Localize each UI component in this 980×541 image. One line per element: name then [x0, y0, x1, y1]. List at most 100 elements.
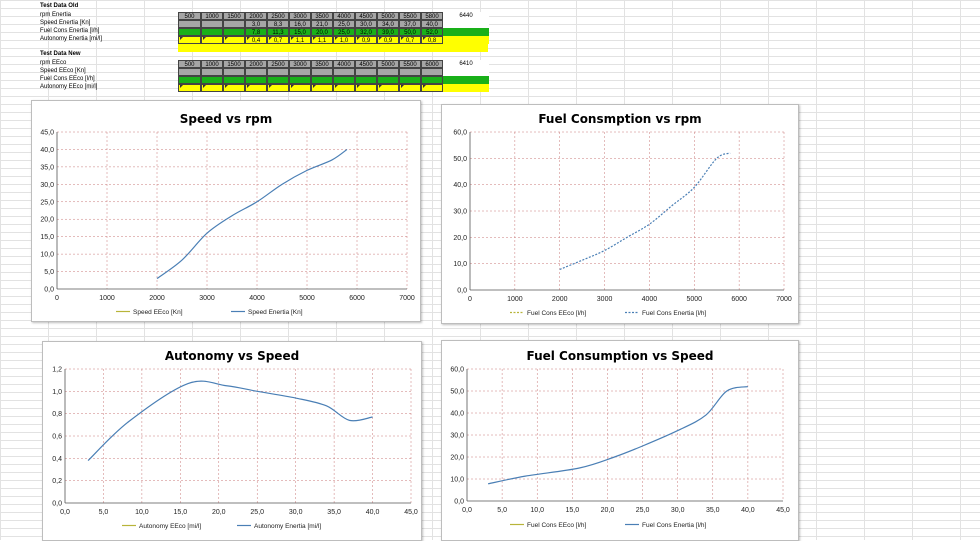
table-cell[interactable]: 4500 [355, 60, 377, 68]
table-cell[interactable] [201, 76, 223, 84]
table-cell[interactable]: 5800 [421, 12, 443, 20]
x-tick-label: 2000 [552, 296, 568, 303]
table-cell[interactable] [178, 68, 201, 76]
table-cell[interactable] [333, 76, 355, 84]
table-cell[interactable]: 4500 [355, 12, 377, 20]
table-cell[interactable] [333, 68, 355, 76]
table-cell[interactable] [223, 76, 245, 84]
table-cell[interactable]: 7,8 [245, 28, 267, 36]
table-cell[interactable]: 11,3 [267, 28, 289, 36]
table-cell[interactable]: 8,3 [267, 20, 289, 28]
y-tick-label: 0,8 [52, 411, 62, 418]
table-cell[interactable]: 3000 [289, 12, 311, 20]
chart-title: Autonomy vs Speed [165, 349, 299, 363]
table-cell[interactable]: 5000 [377, 12, 399, 20]
table-cell[interactable]: 25,0 [333, 28, 355, 36]
table-cell[interactable]: 6000 [421, 60, 443, 68]
table-cell[interactable] [178, 28, 201, 36]
table-cell[interactable]: 2000 [245, 60, 267, 68]
y-tick-label: 10,0 [450, 477, 464, 484]
cell-flag-icon [421, 36, 443, 44]
table-cell[interactable] [399, 76, 421, 84]
table-cell[interactable] [443, 76, 489, 84]
table-cell[interactable]: 2500 [267, 60, 289, 68]
table-cell[interactable]: 21,0 [311, 20, 333, 28]
table-cell[interactable] [223, 20, 245, 28]
table-cell[interactable]: 3000 [289, 60, 311, 68]
table-cell[interactable]: 37,0 [399, 20, 421, 28]
table-cell[interactable]: 16,0 [289, 20, 311, 28]
table-cell[interactable]: 3,0 [245, 20, 267, 28]
table-cell[interactable] [267, 68, 289, 76]
table-cell[interactable]: 2500 [267, 12, 289, 20]
table-cell[interactable]: 6410 [443, 60, 489, 68]
table-cell[interactable] [421, 68, 443, 76]
table-cell[interactable] [443, 36, 489, 44]
table-cell[interactable]: 25,0 [333, 20, 355, 28]
table-cell[interactable] [223, 68, 245, 76]
table-cell[interactable]: 3500 [311, 60, 333, 68]
x-tick-label: 5000 [299, 295, 315, 302]
table-cell[interactable] [289, 68, 311, 76]
table-cell[interactable]: 5500 [399, 60, 421, 68]
table-cell[interactable]: 5000 [377, 60, 399, 68]
table-cell[interactable] [245, 76, 267, 84]
table-cell[interactable]: 3500 [311, 12, 333, 20]
table-cell[interactable] [377, 76, 399, 84]
cell-flag-icon [377, 36, 399, 44]
table-cell[interactable]: 52,0 [421, 28, 443, 36]
table-cell[interactable] [245, 68, 267, 76]
y-tick-label: 45,0 [40, 130, 54, 137]
table-cell[interactable] [311, 76, 333, 84]
y-tick-label: 40,0 [453, 182, 467, 189]
table-cell[interactable]: 4000 [333, 60, 355, 68]
table-cell[interactable] [289, 76, 311, 84]
table-cell[interactable]: 1500 [223, 12, 245, 20]
table-cell[interactable] [267, 76, 289, 84]
legend-entry: Fuel Cons Enertia [l/h] [642, 310, 707, 317]
cell-flag-icon [289, 84, 311, 92]
table-cell[interactable] [178, 20, 201, 28]
table-cell[interactable]: 15,0 [289, 28, 311, 36]
table-cell[interactable] [201, 28, 223, 36]
table-cell[interactable] [201, 68, 223, 76]
table-cell[interactable]: 500 [178, 12, 201, 20]
table-cell[interactable] [355, 68, 377, 76]
table-cell[interactable] [201, 20, 223, 28]
table-cell[interactable]: 20,0 [311, 28, 333, 36]
table-cell[interactable] [443, 20, 489, 28]
chart-fuel-vs-rpm-svg: Fuel Consmption vs rpm0,010,020,030,040,… [442, 105, 798, 323]
table-cell[interactable] [399, 68, 421, 76]
table-cell[interactable] [355, 76, 377, 84]
table-cell[interactable] [443, 68, 489, 76]
table-cell[interactable]: 1500 [223, 60, 245, 68]
table-cell[interactable]: 34,0 [377, 20, 399, 28]
table-cell[interactable]: 1000 [201, 60, 223, 68]
table-cell[interactable] [421, 76, 443, 84]
chart-title: Fuel Consumption vs Speed [526, 349, 713, 363]
table-cell[interactable]: 50,0 [399, 28, 421, 36]
table-cell[interactable] [443, 28, 489, 36]
table-cell[interactable] [377, 68, 399, 76]
table-cell[interactable]: 4000 [333, 12, 355, 20]
table-cell[interactable]: 6440 [443, 12, 489, 20]
table-cell[interactable]: 39,0 [377, 28, 399, 36]
table-cell[interactable]: 32,0 [355, 28, 377, 36]
table-cell[interactable]: 40,0 [421, 20, 443, 28]
table-cell[interactable]: 1000 [201, 12, 223, 20]
table-cell[interactable] [311, 68, 333, 76]
cell-flag-icon [311, 36, 333, 44]
table-cell[interactable]: 2000 [245, 12, 267, 20]
table-cell[interactable]: 30,0 [355, 20, 377, 28]
x-tick-label: 35,0 [706, 507, 720, 514]
table-cell[interactable] [443, 84, 489, 92]
table-cell[interactable] [178, 76, 201, 84]
table-cell[interactable] [223, 28, 245, 36]
table-cell[interactable]: 5500 [399, 12, 421, 20]
table-cell[interactable]: 500 [178, 60, 201, 68]
